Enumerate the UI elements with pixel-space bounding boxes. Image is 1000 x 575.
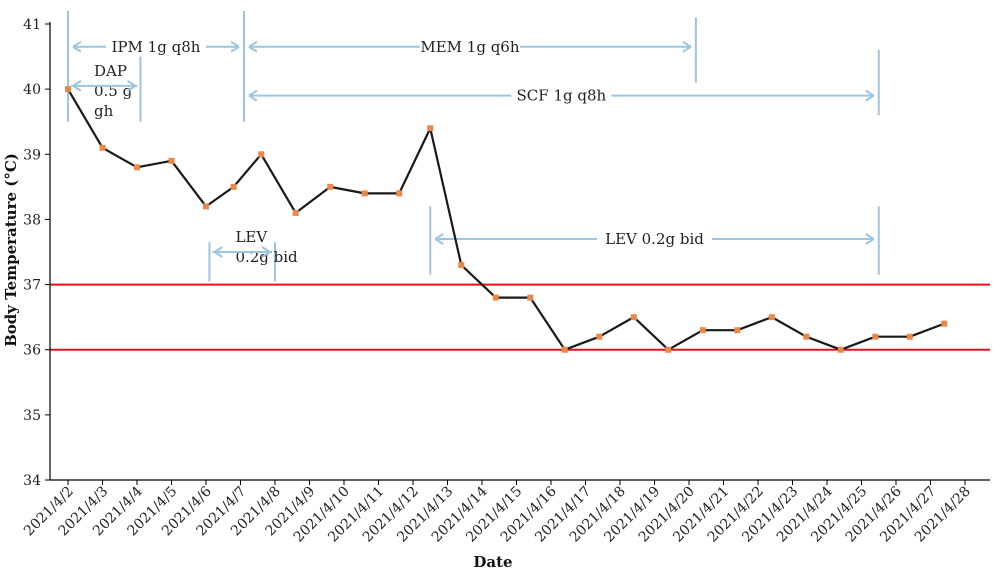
data-point xyxy=(941,320,948,327)
annotation-label: SCF 1g q8h xyxy=(517,87,607,105)
arrowhead xyxy=(248,40,258,53)
treatment-annotation: IPM 1g q8h xyxy=(67,10,245,122)
arrowhead xyxy=(434,233,444,245)
arrowhead xyxy=(865,89,875,102)
arrowhead xyxy=(230,40,240,53)
data-point xyxy=(561,346,568,353)
treatment-annotation: DAP 0.5 g gh xyxy=(71,56,142,122)
arrowhead xyxy=(72,80,82,92)
annotation-label: IPM 1g q8h xyxy=(112,38,201,56)
data-point xyxy=(872,333,879,340)
arrowhead xyxy=(682,40,692,53)
data-point xyxy=(837,346,844,353)
annotation-label: gh xyxy=(94,102,114,120)
data-point xyxy=(230,183,237,190)
annotation-label: LEV 0.2g bid xyxy=(605,230,704,248)
y-tick-label: 41 xyxy=(23,17,41,33)
annotation-label: LEV xyxy=(235,228,268,246)
data-point xyxy=(699,327,706,334)
treatment-annotation: LEV 0.2g bid xyxy=(429,206,880,275)
arrowhead xyxy=(248,89,258,102)
data-point xyxy=(292,209,299,216)
y-tick-label: 39 xyxy=(23,147,41,163)
data-point xyxy=(396,190,403,197)
data-point xyxy=(492,294,499,301)
temperature-series xyxy=(65,86,948,353)
y-tick-label: 36 xyxy=(23,343,41,359)
data-point xyxy=(65,86,71,93)
data-point xyxy=(134,164,140,171)
data-point xyxy=(99,144,106,151)
y-axis-title: Body Temperature (°C) xyxy=(2,153,20,347)
treatment-annotation: MEM 1g q6h xyxy=(248,17,697,83)
data-point xyxy=(427,125,434,132)
data-point xyxy=(203,203,209,210)
treatment-annotations: IPM 1g q8h MEM 1g q6h SCF 1g q8h DAP 0.5 g gh… xyxy=(67,10,880,282)
annotation-label: MEM 1g q6h xyxy=(420,38,519,56)
treatment-annotation: SCF 1g q8h xyxy=(248,50,880,116)
y-tick-label: 40 xyxy=(23,82,41,98)
data-point xyxy=(361,190,368,197)
data-point xyxy=(768,314,775,321)
data-point xyxy=(596,333,603,340)
y-tick-label: 35 xyxy=(23,408,41,424)
data-point xyxy=(458,262,465,269)
annotation-label: DAP xyxy=(94,62,127,80)
data-point xyxy=(630,314,637,321)
data-point xyxy=(906,333,913,340)
reference-lines xyxy=(50,283,990,351)
data-point xyxy=(803,333,810,340)
y-tick-label: 38 xyxy=(23,212,41,228)
data-point xyxy=(527,294,534,301)
arrowhead xyxy=(126,80,136,92)
arrowhead xyxy=(72,40,82,53)
annotation-label: 0.5 g xyxy=(94,82,133,100)
arrowhead xyxy=(865,233,875,245)
x-axis-title: Date xyxy=(473,553,512,571)
y-tick-label: 37 xyxy=(23,278,41,294)
data-point xyxy=(665,346,672,353)
data-point xyxy=(168,157,175,164)
data-point xyxy=(734,327,741,334)
y-tick-label: 34 xyxy=(23,473,41,489)
data-point xyxy=(258,151,265,158)
temperature-line xyxy=(67,88,945,351)
data-point xyxy=(327,183,334,190)
arrowhead xyxy=(261,246,271,258)
arrowhead xyxy=(213,246,223,258)
